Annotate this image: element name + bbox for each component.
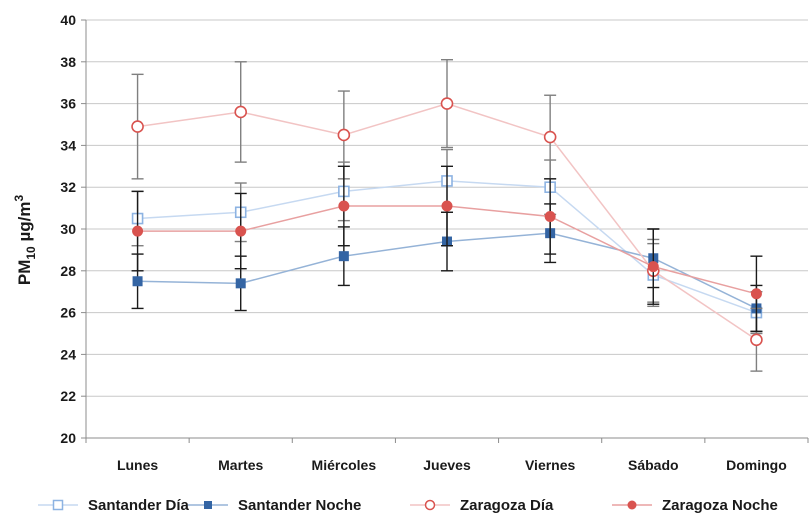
- y-tick-label-28: 28: [60, 263, 76, 279]
- y-tick-label-32: 32: [60, 179, 76, 195]
- y-axis-label: PM10 µg/m3: [12, 195, 38, 286]
- series-3-point-1: [131, 120, 144, 133]
- x-tick-label-4: Jueves: [423, 457, 471, 473]
- y-tick-label-34: 34: [60, 137, 76, 153]
- series-4-point-5: [544, 210, 556, 222]
- y-axis-label-subscript: 10: [24, 246, 38, 260]
- series-4-point-3: [338, 200, 350, 212]
- series-4-point-7: [750, 288, 762, 300]
- legend-swatch-marker: [627, 500, 637, 510]
- y-tick-label-36: 36: [60, 96, 76, 112]
- y-tick-label-22: 22: [60, 388, 76, 404]
- series-2-point-2: [235, 278, 246, 289]
- x-tick-label-2: Martes: [218, 457, 263, 473]
- legend-label-2: Santander Noche: [238, 497, 361, 514]
- series-2-point-3: [338, 251, 349, 262]
- series-3-point-7: [750, 333, 763, 347]
- series-2-point-1: [132, 276, 143, 287]
- y-tick-label-40: 40: [60, 12, 76, 28]
- y-axis-label-unit: µg/m: [15, 202, 34, 247]
- series-3-point-2: [234, 105, 248, 119]
- series-3-point-5: [543, 130, 557, 144]
- series-4-point-4: [441, 200, 453, 212]
- x-tick-label-1: Lunes: [117, 457, 158, 473]
- series-4-point-2: [235, 225, 247, 237]
- legend-swatch-marker: [204, 501, 212, 509]
- legend-item-4: Zaragoza Noche: [612, 497, 778, 514]
- x-tick-label-7: Domingo: [726, 457, 787, 473]
- y-tick-label-20: 20: [60, 430, 76, 446]
- y-tick-label-38: 38: [60, 54, 76, 70]
- legend-label-3: Zaragoza Día: [460, 497, 554, 514]
- legend-swatch-marker: [52, 499, 64, 511]
- series-layer: [131, 59, 763, 372]
- legend-item-2: Santander Noche: [188, 497, 361, 514]
- series-4-point-6: [647, 261, 659, 273]
- legend-swatch-marker: [424, 499, 436, 511]
- series-3-point-4: [440, 97, 454, 110]
- legend: Santander Día Santander Noche Zaragoza Día…: [38, 497, 778, 514]
- series-4-point-1: [132, 225, 144, 237]
- x-tick-label-3: Miércoles: [312, 457, 377, 473]
- legend-label-1: Santander Día: [88, 497, 190, 514]
- y-axis-label-superscript: 3: [12, 195, 26, 202]
- series-4: [131, 165, 763, 333]
- y-axis-label-prefix: PM: [15, 260, 34, 286]
- axis-layer: 20 22 24 26 28 30 32 34 36 38 40 Lunes Martes Miércol…: [60, 12, 809, 473]
- legend-label-4: Zaragoza Noche: [662, 497, 778, 514]
- x-tick-label-6: Sábado: [628, 457, 679, 473]
- x-tick-label-5: Viernes: [525, 457, 576, 473]
- y-tick-label-24: 24: [60, 346, 76, 362]
- legend-item-1: Santander Día: [38, 497, 190, 514]
- y-tick-label-26: 26: [60, 305, 76, 321]
- y-tick-label-30: 30: [60, 221, 76, 237]
- series-3-point-3: [337, 128, 351, 142]
- legend-item-3: Zaragoza Día: [410, 497, 554, 514]
